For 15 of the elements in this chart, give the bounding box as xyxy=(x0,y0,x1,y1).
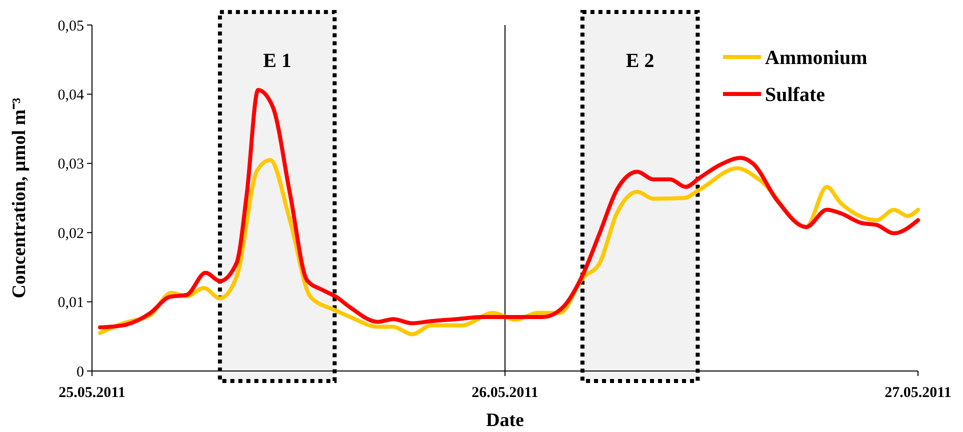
y-tick-label: 0,02 xyxy=(58,226,84,242)
x-tick-label: 25.05.2011 xyxy=(58,385,126,401)
legend-label: Ammonium xyxy=(765,47,868,69)
y-tick-label: 0,04 xyxy=(58,87,84,104)
x-tick-label: 27.05.2011 xyxy=(884,385,952,401)
y-tick-label: 0,03 xyxy=(58,156,84,173)
x-axis-title: Date xyxy=(486,410,524,431)
y-tick-label: 0 xyxy=(76,364,84,380)
band-label: E 2 xyxy=(626,50,654,72)
x-tick-label: 26.05.2011 xyxy=(472,385,538,401)
y-tick-label: 0,01 xyxy=(58,295,84,312)
y-tick-label: 0,05 xyxy=(58,18,84,34)
band-label: E 1 xyxy=(263,50,292,72)
legend-label: Sulfate xyxy=(765,84,826,106)
y-axis-title: Concentration, µmol m⁻³ xyxy=(9,97,30,298)
